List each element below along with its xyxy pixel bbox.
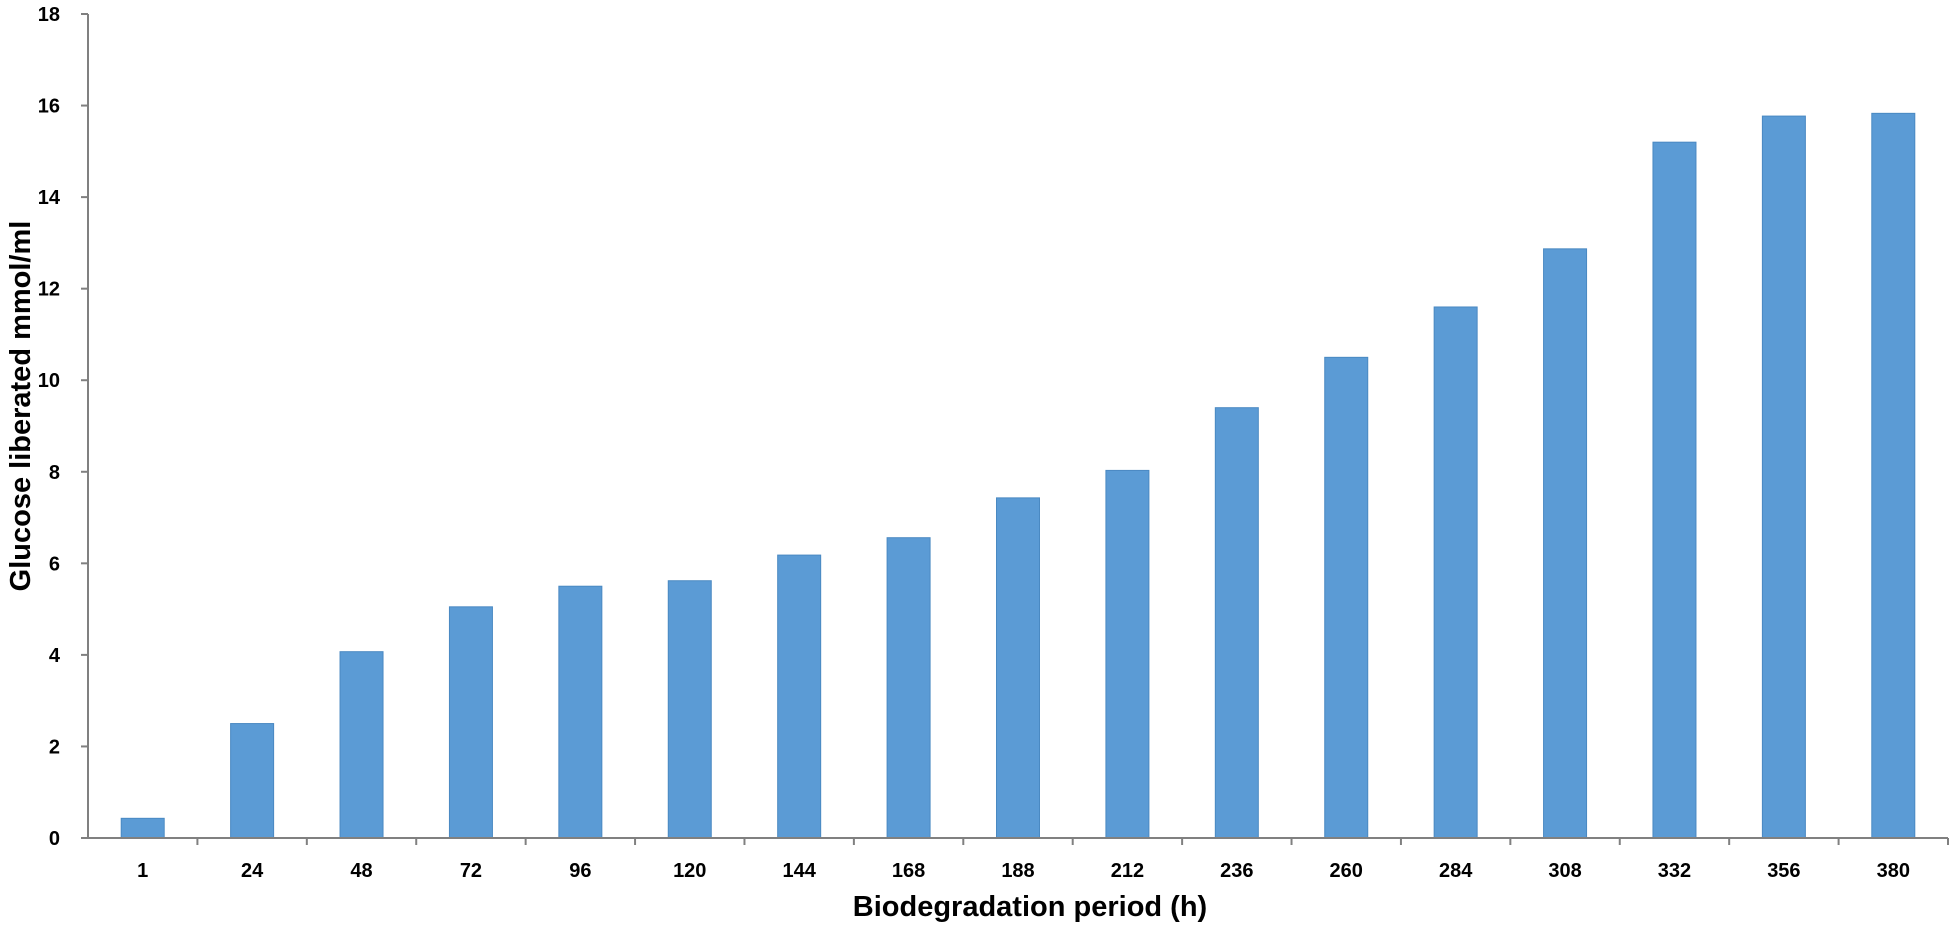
y-tick-label: 14 — [38, 187, 61, 209]
x-tick-label: 308 — [1548, 860, 1581, 882]
y-axis-title: Glucose liberated mmol/ml — [5, 221, 37, 592]
y-tick-label: 0 — [49, 828, 60, 850]
x-tick-label: 72 — [460, 860, 482, 882]
x-tick-label: 144 — [782, 860, 816, 882]
x-axis-title: Biodegradation period (h) — [853, 891, 1207, 923]
bar-260 — [1324, 356, 1369, 839]
x-tick-label: 380 — [1877, 860, 1910, 882]
bar-24 — [230, 723, 275, 839]
x-tick-label: 212 — [1111, 860, 1144, 882]
bar-236 — [1214, 407, 1259, 839]
bar-284 — [1433, 306, 1478, 839]
y-tick-label: 4 — [49, 645, 61, 667]
bar-1 — [120, 817, 165, 839]
bar-308 — [1543, 248, 1588, 839]
x-tick-label: 1 — [137, 860, 148, 882]
x-tick-label: 120 — [673, 860, 706, 882]
bar-168 — [886, 537, 931, 839]
x-tick-label: 236 — [1220, 860, 1253, 882]
x-tick-label: 188 — [1001, 860, 1034, 882]
y-ticks: 0 2 4 6 8 10 12 14 16 18 — [38, 4, 88, 850]
bar-72 — [448, 606, 493, 839]
x-tick-label: 96 — [569, 860, 591, 882]
y-tick-label: 2 — [49, 736, 60, 758]
bar-96 — [558, 585, 603, 839]
bar-144 — [777, 554, 822, 839]
x-tick-label: 284 — [1439, 860, 1473, 882]
bar-212 — [1105, 469, 1150, 839]
y-tick-label: 16 — [38, 96, 60, 118]
y-tick-label: 18 — [38, 4, 60, 26]
axes — [87, 14, 1948, 839]
x-tick-label: 24 — [241, 860, 264, 882]
bar-48 — [339, 651, 384, 839]
bar-120 — [667, 580, 712, 839]
bar-332 — [1652, 141, 1697, 839]
x-tick-label: 332 — [1658, 860, 1691, 882]
bar-356 — [1761, 115, 1806, 839]
x-tick-label: 48 — [350, 860, 372, 882]
y-tick-label: 12 — [38, 279, 60, 301]
x-tick-label: 356 — [1767, 860, 1800, 882]
y-tick-label: 10 — [38, 370, 60, 392]
x-tick-label: 168 — [892, 860, 925, 882]
y-tick-label: 8 — [49, 462, 60, 484]
bar-380 — [1871, 112, 1916, 839]
y-tick-label: 6 — [49, 553, 60, 575]
bars — [120, 112, 1916, 839]
x-ticks: 1 24 48 72 96 120 144 168 188 212 236 260 284 308 332 3… — [137, 838, 1949, 882]
x-tick-label: 260 — [1330, 860, 1363, 882]
bar-188 — [996, 497, 1040, 839]
